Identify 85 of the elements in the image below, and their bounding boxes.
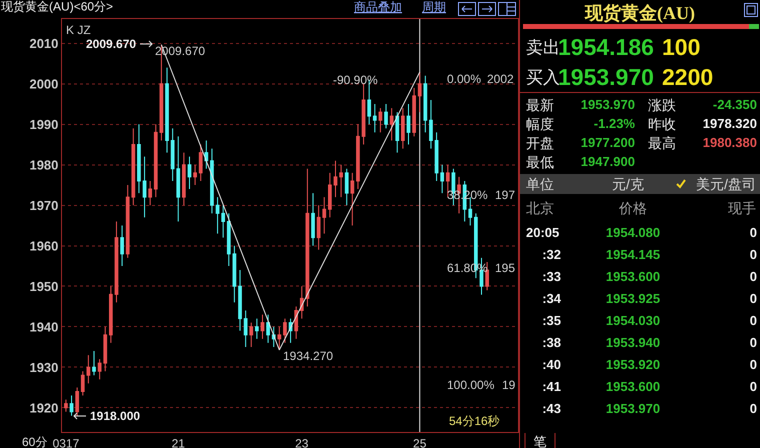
- text: 北京: [526, 200, 554, 216]
- y-tick-label: 1980: [29, 157, 58, 172]
- annotation: 2002: [487, 72, 514, 86]
- text: :34: [542, 290, 561, 306]
- annotation: 100.00%: [447, 378, 495, 392]
- text: 1953.600: [606, 378, 660, 394]
- text: 1954.145: [606, 246, 660, 262]
- text: 美元/盘司: [696, 176, 756, 192]
- text: 现手: [728, 200, 756, 216]
- text: 开盘: [526, 134, 554, 150]
- text: 20:05: [526, 224, 560, 240]
- text: 0: [750, 334, 757, 350]
- x-tick-label: 21: [172, 436, 186, 448]
- text: 元/克: [612, 176, 644, 192]
- text: 1953.970: [558, 64, 654, 90]
- text: 价格: [619, 200, 647, 216]
- text: 197: [495, 188, 516, 202]
- text: 1954.186: [558, 34, 654, 60]
- text: 买入: [526, 68, 560, 86]
- y-tick-label: 2000: [29, 76, 58, 92]
- text: -24.350: [712, 97, 757, 112]
- text: 1953.925: [606, 290, 660, 306]
- text: 195: [495, 261, 516, 275]
- annotation: 2009.670: [86, 37, 136, 51]
- text: 1953.970: [580, 97, 635, 112]
- text: 1953.970: [606, 400, 660, 416]
- text: 现货黄金(AU): [585, 3, 695, 23]
- text: 1978.320: [702, 116, 757, 131]
- text: 1980.380: [702, 135, 757, 150]
- annotation: 1934.270: [283, 349, 334, 363]
- text: 100: [662, 34, 700, 60]
- text: 1954.080: [606, 224, 660, 240]
- annotation: 0.00%: [447, 72, 482, 86]
- x-axis-title: 60分: [22, 435, 48, 448]
- text: :41: [542, 378, 561, 394]
- y-tick-label: 1950: [29, 278, 58, 294]
- annotation: K JZ: [66, 23, 91, 37]
- text: 19: [502, 378, 516, 392]
- text: 0: [750, 224, 757, 240]
- text: :35: [542, 312, 561, 328]
- text: 周期: [422, 0, 446, 14]
- text: 0: [750, 312, 757, 328]
- text: :40: [542, 356, 561, 372]
- text: 2200: [662, 64, 714, 90]
- text: 笔: [524, 433, 556, 448]
- x-tick-label: 23: [295, 436, 309, 448]
- text: 单位: [526, 176, 554, 192]
- text: 最高: [648, 134, 676, 150]
- text: 卖出: [526, 38, 560, 56]
- text: 1953.920: [606, 356, 660, 372]
- y-tick-label: 1970: [29, 198, 58, 213]
- text: 1953.600: [606, 268, 660, 284]
- text: 1954.030: [606, 312, 660, 328]
- annotation: 54分16秒: [449, 414, 500, 428]
- text: :32: [542, 246, 561, 262]
- x-tick-label: 25: [413, 436, 427, 448]
- text: 幅度: [526, 116, 554, 132]
- text: 昨收: [648, 116, 676, 132]
- annotation: -90.90%: [333, 73, 378, 87]
- text: 0: [750, 378, 757, 394]
- y-tick-label: 1960: [29, 238, 58, 254]
- text: 1947.900: [580, 154, 635, 169]
- y-tick-label: 1920: [29, 400, 58, 416]
- text: :43: [542, 400, 561, 416]
- text: 0: [750, 290, 757, 306]
- text: 最低: [526, 154, 554, 170]
- text: -1.23%: [594, 116, 635, 131]
- text: :38: [542, 334, 561, 350]
- text: 0: [750, 268, 757, 284]
- text: 0: [750, 400, 757, 416]
- text: :33: [542, 268, 561, 284]
- chart-title: 现货黄金(AU)<60分>: [1, 0, 114, 14]
- text: 0: [750, 356, 757, 372]
- y-tick-label: 1930: [29, 360, 58, 375]
- text: 最新: [526, 96, 554, 112]
- y-tick-label: 1940: [29, 319, 58, 334]
- x-tick-label: 0317: [52, 436, 80, 448]
- text: 1977.200: [580, 135, 635, 150]
- text: 商品叠加: [354, 0, 402, 14]
- text: 1953.940: [606, 334, 660, 350]
- y-tick-label: 2010: [29, 36, 58, 51]
- text: 0: [750, 246, 757, 262]
- y-tick-label: 1990: [29, 116, 58, 132]
- text: 涨跌: [648, 96, 676, 112]
- annotation: 1918.000: [90, 409, 140, 423]
